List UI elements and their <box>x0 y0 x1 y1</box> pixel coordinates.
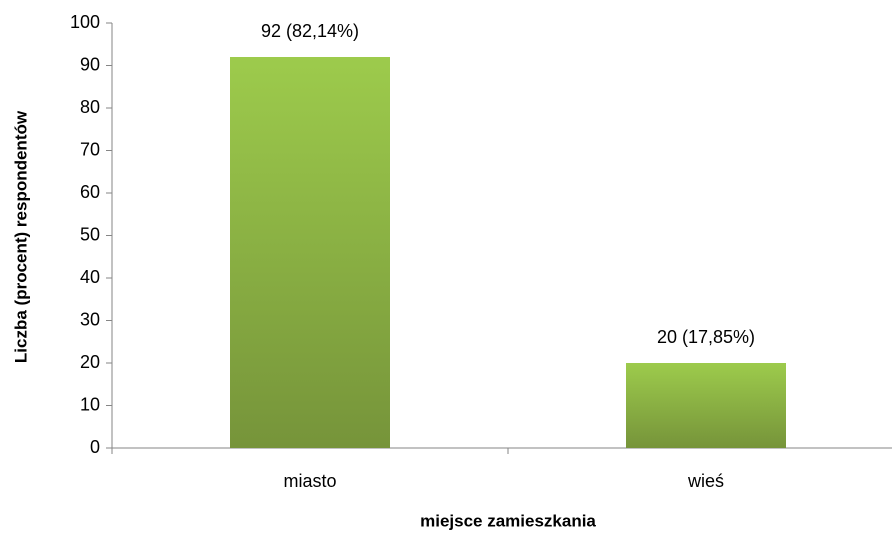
y-tick-label: 20 <box>80 352 100 372</box>
value-label: 92 (82,14%) <box>261 21 359 41</box>
y-tick-label: 60 <box>80 182 100 202</box>
x-tick-label: wieś <box>687 471 724 491</box>
y-tick-label: 100 <box>70 12 100 32</box>
y-tick-label: 80 <box>80 97 100 117</box>
bar <box>230 57 390 448</box>
y-tick-label: 30 <box>80 309 100 329</box>
y-tick-label: 50 <box>80 224 100 244</box>
y-tick-label: 0 <box>90 437 100 457</box>
y-axis-title: Liczba (procent) respondentów <box>11 110 30 363</box>
y-tick-label: 10 <box>80 394 100 414</box>
value-label: 20 (17,85%) <box>657 327 755 347</box>
bar <box>626 363 786 448</box>
x-axis-title: miejsce zamieszkania <box>420 511 596 530</box>
y-tick-label: 90 <box>80 54 100 74</box>
y-tick-label: 70 <box>80 139 100 159</box>
y-tick-label: 40 <box>80 267 100 287</box>
x-tick-label: miasto <box>283 471 336 491</box>
